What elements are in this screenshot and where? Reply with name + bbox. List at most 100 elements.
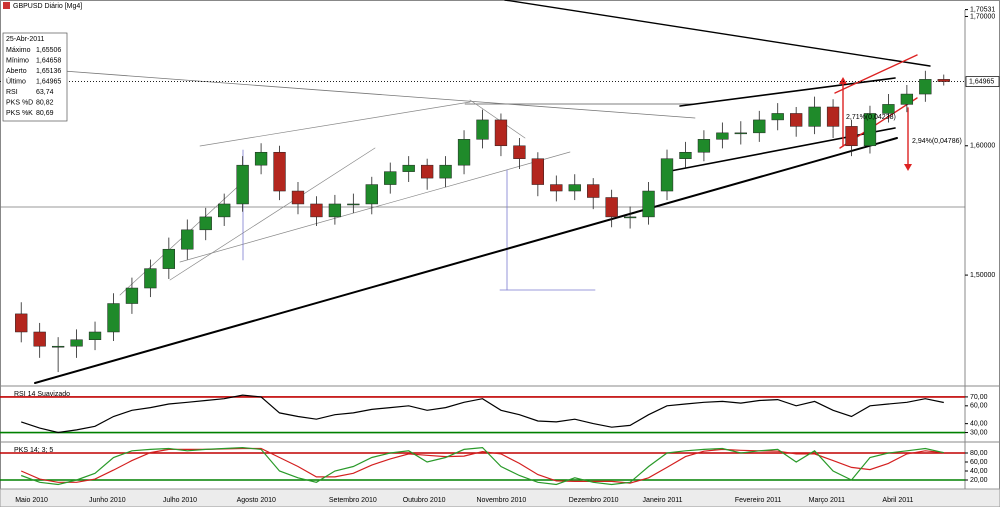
main-trend-line — [34, 137, 898, 384]
candle-body — [568, 184, 581, 192]
candle-body — [365, 184, 378, 205]
candle-body — [587, 184, 600, 198]
candle-body — [310, 203, 323, 218]
candle-body — [753, 119, 766, 134]
window-title: GBPUSD Diário [Mg4] — [13, 3, 82, 10]
y-tick-label: 40,00 — [970, 468, 988, 475]
candle-body — [291, 190, 305, 205]
candle-body — [531, 158, 545, 185]
annotation: 2,94%(0,04786) — [912, 138, 962, 145]
x-tick-label: Julho 2010 — [163, 497, 197, 504]
candle-body — [439, 164, 452, 179]
candle-body — [347, 203, 360, 206]
candle-body — [771, 113, 784, 121]
candle-body — [697, 139, 711, 153]
info-value: 1,64658 — [36, 57, 61, 64]
candle-body — [790, 113, 803, 127]
y-tick-label: 1,70000 — [970, 13, 995, 20]
x-tick-label: Junho 2010 — [89, 497, 126, 504]
x-axis-band — [0, 488, 1000, 507]
long-resistance — [504, 0, 931, 67]
x-tick-label: Setembro 2010 — [329, 497, 377, 504]
candle-body — [734, 132, 747, 135]
y-tick-label: 1,60000 — [970, 143, 995, 150]
arrow-head — [904, 164, 912, 171]
candle-body — [863, 113, 877, 147]
x-tick-label: Novembro 2010 — [477, 497, 527, 504]
info-rows: Máximo 1,65506 Mínimo 1,64658 Aberto 1,65136 Ú… — [6, 47, 61, 117]
candle-body — [88, 331, 102, 340]
channel-line — [834, 54, 918, 94]
info-label: Último — [6, 76, 26, 85]
current-price-box — [965, 76, 1000, 87]
candle-body — [679, 151, 692, 159]
candle-body — [15, 313, 28, 333]
info-value: 80,82 — [36, 99, 54, 106]
y-tick-label: 30,00 — [970, 429, 988, 436]
candle-body — [144, 268, 157, 289]
panel-title: PKS 14; 3; 5 — [14, 447, 53, 454]
candle-body — [107, 303, 120, 333]
info-label: Aberto — [6, 68, 27, 75]
candle-body — [882, 104, 895, 114]
y-tick-label: 20,00 — [970, 477, 988, 484]
candle-body — [494, 119, 508, 147]
y-tick-label: 1,50000 — [970, 272, 995, 279]
candle-body — [51, 345, 65, 348]
info-box-frame — [2, 32, 68, 122]
candle-body — [199, 216, 212, 231]
indicator-line — [21, 394, 944, 434]
candle-body — [623, 216, 637, 219]
y-tick-label: 1,70531 — [970, 6, 995, 13]
annotation: 2,71%(0,04238) — [846, 114, 896, 121]
x-tick-label: Janeiro 2011 — [643, 497, 683, 504]
info-value: 1,64965 — [36, 78, 61, 85]
candle-body — [328, 203, 342, 218]
info-label: RSI — [6, 89, 18, 96]
arrow-head — [839, 77, 847, 84]
candle-body — [402, 164, 415, 172]
x-tick-label: Abril 2011 — [882, 497, 913, 504]
candle-body — [125, 287, 139, 304]
x-tick-label: Maio 2010 — [15, 497, 48, 504]
candle-body — [660, 158, 674, 192]
candle-body — [550, 184, 563, 192]
x-tick-label: Dezembro 2010 — [569, 497, 619, 504]
candle-body — [218, 203, 231, 218]
candle-body — [254, 151, 268, 166]
current-price-label: 1,64965 — [969, 78, 994, 85]
info-label: Máximo — [6, 47, 31, 54]
info-value: 63,74 — [36, 89, 54, 96]
candle-body — [919, 79, 932, 95]
trend-line — [169, 147, 376, 281]
wedge-line — [679, 77, 896, 107]
y-tick-label: 40,00 — [970, 420, 988, 427]
candle-body — [937, 79, 950, 82]
candle-body — [384, 171, 397, 185]
x-tick-label: Fevereiro 2011 — [735, 497, 782, 504]
trend-line — [49, 69, 696, 119]
candle-body — [808, 106, 821, 127]
candle-body — [642, 190, 655, 218]
panel-title: RSI 14 Suavizado — [14, 391, 70, 398]
x-tick-label: Outubro 2010 — [403, 497, 446, 504]
x-tick-label: Agosto 2010 — [237, 497, 276, 504]
candle-body — [716, 132, 729, 140]
trend-line — [469, 99, 526, 139]
candle-body — [33, 331, 46, 347]
window-icon — [3, 2, 10, 9]
x-tick-label: Março 2011 — [809, 497, 846, 504]
indicator-line — [20, 446, 944, 486]
trend-line — [179, 151, 571, 263]
info-label: PKS %K — [6, 110, 33, 117]
trend-line — [199, 101, 471, 147]
candle-body — [457, 139, 471, 166]
y-tick-label: 60,00 — [970, 459, 988, 466]
y-tick-label: 70,00 — [970, 394, 988, 401]
candle-body — [70, 339, 83, 347]
candle-body — [900, 93, 914, 105]
info-value: 80,69 — [36, 110, 54, 117]
